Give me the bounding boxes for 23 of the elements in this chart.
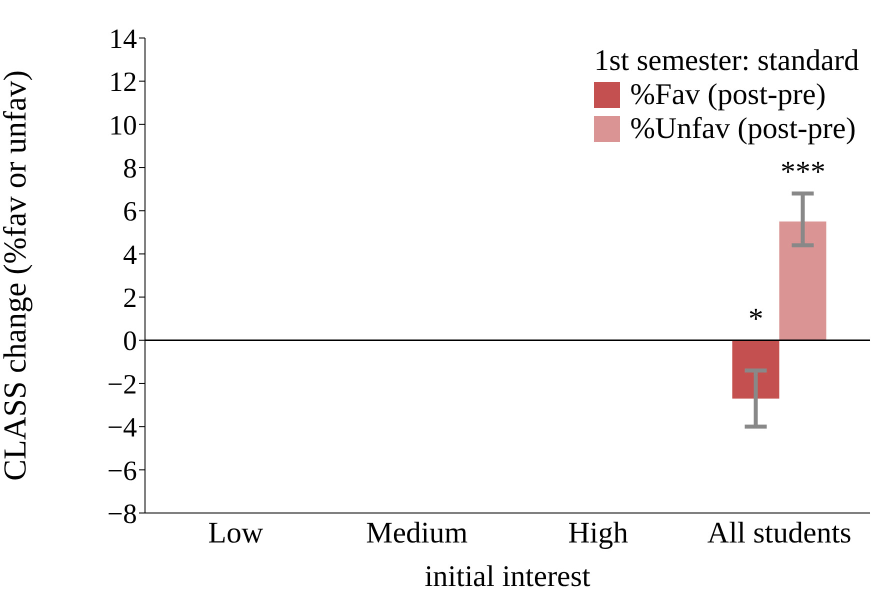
legend-label: %Unfav (post-pre) <box>630 112 856 146</box>
y-tick-label: −2 <box>107 369 137 400</box>
y-tick-label: 4 <box>123 240 137 271</box>
y-tick-label: −4 <box>107 412 137 444</box>
y-tick-label: 12 <box>109 67 137 98</box>
x-tick-label: Medium <box>366 516 468 550</box>
y-tick-label: −8 <box>107 498 137 530</box>
x-axis-title: initial interest <box>424 560 592 592</box>
annotation: *** <box>780 155 826 188</box>
y-tick-label: 10 <box>109 110 137 142</box>
x-tick-label: Low <box>208 516 264 550</box>
y-tick-label: 14 <box>109 24 137 55</box>
x-tick-label: High <box>568 516 628 550</box>
y-axis-title: CLASS change (%fav or unfav) <box>0 70 32 481</box>
x-tick-label: All students <box>707 516 852 550</box>
annotation: * <box>748 302 764 336</box>
y-tick-label: 8 <box>123 153 137 184</box>
legend-label: %Fav (post-pre) <box>630 78 826 112</box>
legend-title: 1st semester: standard <box>594 44 859 78</box>
y-tick-label: 2 <box>123 283 137 314</box>
y-tick-label: 6 <box>123 196 137 228</box>
y-tick-label: −6 <box>107 456 137 487</box>
y-tick-label: 0 <box>123 326 137 358</box>
